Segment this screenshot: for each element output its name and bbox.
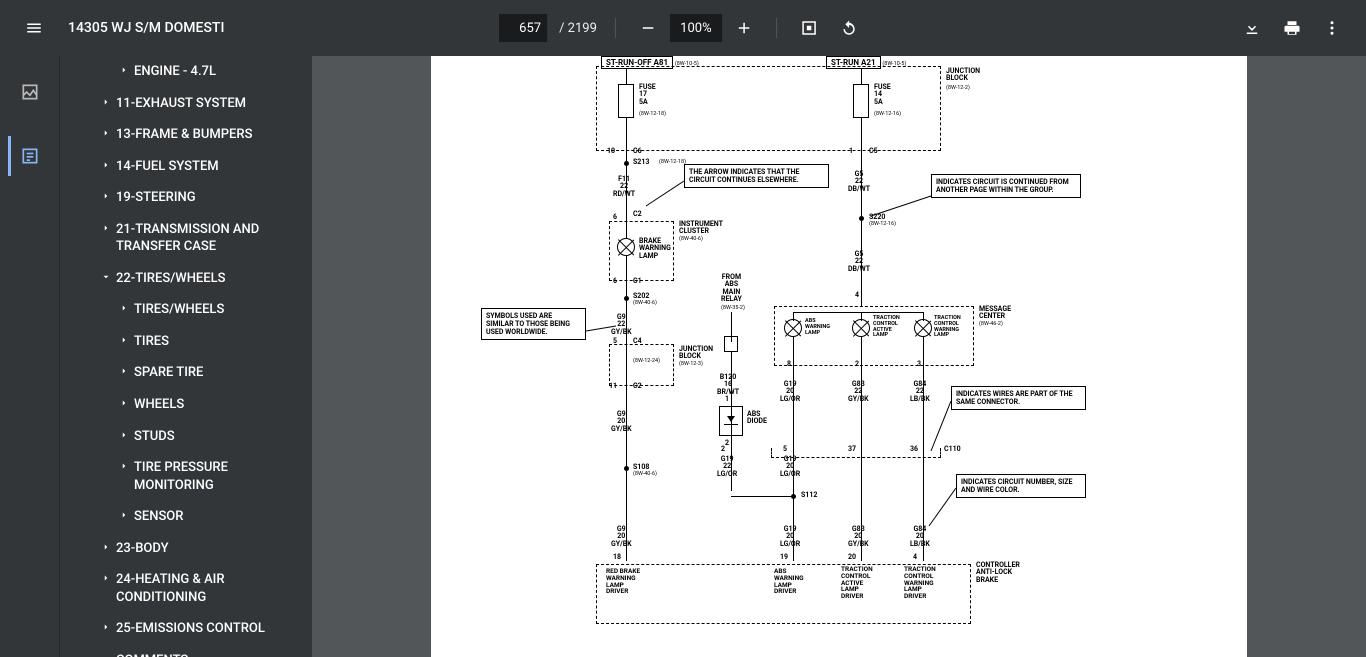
chevron-right-icon (96, 95, 116, 107)
page-number-input[interactable] (499, 14, 547, 42)
toc-item[interactable]: 14-FUEL SYSTEM (60, 151, 312, 183)
toc-label: 19-STEERING (116, 189, 196, 207)
pdf-page: JUNCTIONBLOCK (8W-12-2) ST-RUN-OFF A81 (… (431, 56, 1247, 657)
fit-page-button[interactable] (791, 10, 827, 46)
toc-item[interactable]: 11-EXHAUST SYSTEM (60, 88, 312, 120)
rotate-button[interactable] (831, 10, 867, 46)
toc-label: COMMENTS (116, 652, 188, 657)
page-total: / 2199 (559, 21, 597, 36)
chevron-right-icon (114, 508, 134, 520)
toc-item[interactable]: SENSOR (60, 501, 312, 533)
toc-item[interactable]: 21-TRANSMISSION AND TRANSFER CASE (60, 214, 312, 263)
toc-label: 22-TIRES/WHEELS (116, 270, 226, 288)
note-circuit: INDICATES CIRCUIT NUMBER, SIZE AND WIRE … (956, 474, 1086, 498)
toc-item[interactable]: TIRE PRESSURE MONITORING (60, 452, 312, 501)
chevron-right-icon (96, 221, 116, 233)
thumbnails-icon[interactable] (10, 72, 50, 112)
chevron-right-icon (114, 428, 134, 440)
menu-icon[interactable] (16, 10, 52, 46)
toc-label: TIRE PRESSURE MONITORING (134, 459, 304, 494)
chevron-right-icon (114, 364, 134, 376)
connector-c110: C110 (944, 446, 961, 453)
pdf-viewer[interactable]: JUNCTIONBLOCK (8W-12-2) ST-RUN-OFF A81 (… (312, 56, 1366, 657)
download-button[interactable] (1234, 10, 1270, 46)
toc-label: 14-FUEL SYSTEM (116, 158, 219, 176)
splice-s213: S213 (633, 159, 649, 166)
toc-label: 11-EXHAUST SYSTEM (116, 95, 246, 113)
toc-label: 23-BODY (116, 540, 169, 558)
connector-c4: C4 (633, 338, 642, 345)
header-a81: ST-RUN-OFF A81 (601, 56, 673, 69)
connector-c2a: C2 (633, 211, 642, 218)
zoom-out-button[interactable] (630, 10, 666, 46)
toolbar-center: / 2199 (499, 10, 867, 46)
note-arrow: THE ARROW INDICATES THAT THE CIRCUIT CON… (684, 164, 829, 188)
toc-item[interactable]: TIRES/WHEELS (60, 294, 312, 326)
toc-label: STUDS (134, 428, 175, 446)
chevron-right-icon (96, 571, 116, 583)
print-button[interactable] (1274, 10, 1310, 46)
junction-block-label: JUNCTIONBLOCK (946, 68, 980, 83)
toc-item[interactable]: 19-STEERING (60, 182, 312, 214)
toc-label: SENSOR (134, 508, 183, 526)
note-continued: INDICATES CIRCUIT IS CONTINUED FROM ANOT… (931, 174, 1081, 198)
toc-item[interactable]: 23-BODY (60, 533, 312, 565)
chevron-right-icon (114, 301, 134, 313)
outline-sidebar[interactable]: ENGINE - 4.7L 11-EXHAUST SYSTEM 13-FRAME &… (60, 56, 312, 657)
document-title: 14305 WJ S/M DOMESTI (68, 20, 224, 36)
splice-s112: S112 (801, 492, 817, 499)
toc-label: TIRES/WHEELS (134, 301, 224, 319)
chevron-right-icon (96, 189, 116, 201)
toc-label: 24-HEATING & AIR CONDITIONING (116, 571, 304, 606)
toc-item[interactable]: STUDS (60, 421, 312, 453)
toc-item[interactable]: TIRES (60, 326, 312, 358)
toc-item[interactable]: WHEELS (60, 389, 312, 421)
toc-label: ENGINE - 4.7L (134, 63, 216, 81)
toc-label: SPARE TIRE (134, 364, 203, 382)
toc-item[interactable]: SPARE TIRE (60, 357, 312, 389)
chevron-right-icon (96, 540, 116, 552)
toc-label: 25-EMISSIONS CONTROL (116, 620, 265, 638)
toc-item[interactable]: 24-HEATING & AIR CONDITIONING (60, 564, 312, 613)
toc-item[interactable]: 22-TIRES/WHEELS (60, 263, 312, 295)
side-rail (0, 56, 60, 657)
toc-item[interactable]: 25-EMISSIONS CONTROL (60, 613, 312, 645)
connector-c5: C5 (869, 148, 878, 155)
note-same-connector: INDICATES WIRES ARE PART OF THE SAME CON… (951, 386, 1086, 410)
toc-label: WHEELS (134, 396, 184, 414)
toc-item[interactable]: 13-FRAME & BUMPERS (60, 119, 312, 151)
chevron-down-icon (96, 270, 116, 282)
connector-c2b: C2 (633, 383, 642, 390)
header-a21: ST-RUN A21 (826, 56, 881, 69)
zoom-in-button[interactable] (726, 10, 762, 46)
pdf-toolbar: 14305 WJ S/M DOMESTI / 2199 (0, 0, 1366, 56)
toc-label: 13-FRAME & BUMPERS (116, 126, 252, 144)
toc-label: 21-TRANSMISSION AND TRANSFER CASE (116, 221, 304, 256)
chevron-right-icon (96, 126, 116, 138)
chevron-right-icon (114, 459, 134, 471)
toc-item[interactable]: COMMENTS (60, 645, 312, 657)
message-center: MESSAGECENTER (979, 306, 1011, 321)
no-icon (96, 652, 116, 654)
chevron-right-icon (114, 396, 134, 408)
zoom-input[interactable] (670, 14, 722, 42)
chevron-right-icon (96, 158, 116, 170)
chevron-right-icon (114, 63, 134, 75)
abs-diode: ABSDIODE (747, 411, 767, 426)
chevron-right-icon (114, 333, 134, 345)
toc-label: TIRES (134, 333, 169, 351)
chevron-right-icon (96, 620, 116, 632)
toc-item[interactable]: ENGINE - 4.7L (60, 56, 312, 88)
connector-c6: C6 (633, 148, 642, 155)
outline-icon[interactable] (8, 136, 48, 176)
controller-anti-lock-brake: CONTROLLERANTI-LOCKBRAKE (976, 562, 1020, 584)
more-button[interactable] (1314, 10, 1350, 46)
connector-c1: C1 (633, 278, 642, 285)
note-symbols: SYMBOLS USED ARE SIMILAR TO THOSE BEING … (481, 308, 586, 340)
